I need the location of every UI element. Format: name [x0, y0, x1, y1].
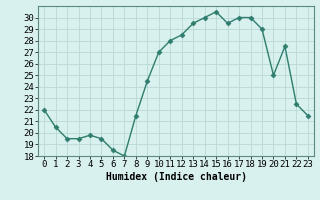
X-axis label: Humidex (Indice chaleur): Humidex (Indice chaleur) [106, 172, 246, 182]
